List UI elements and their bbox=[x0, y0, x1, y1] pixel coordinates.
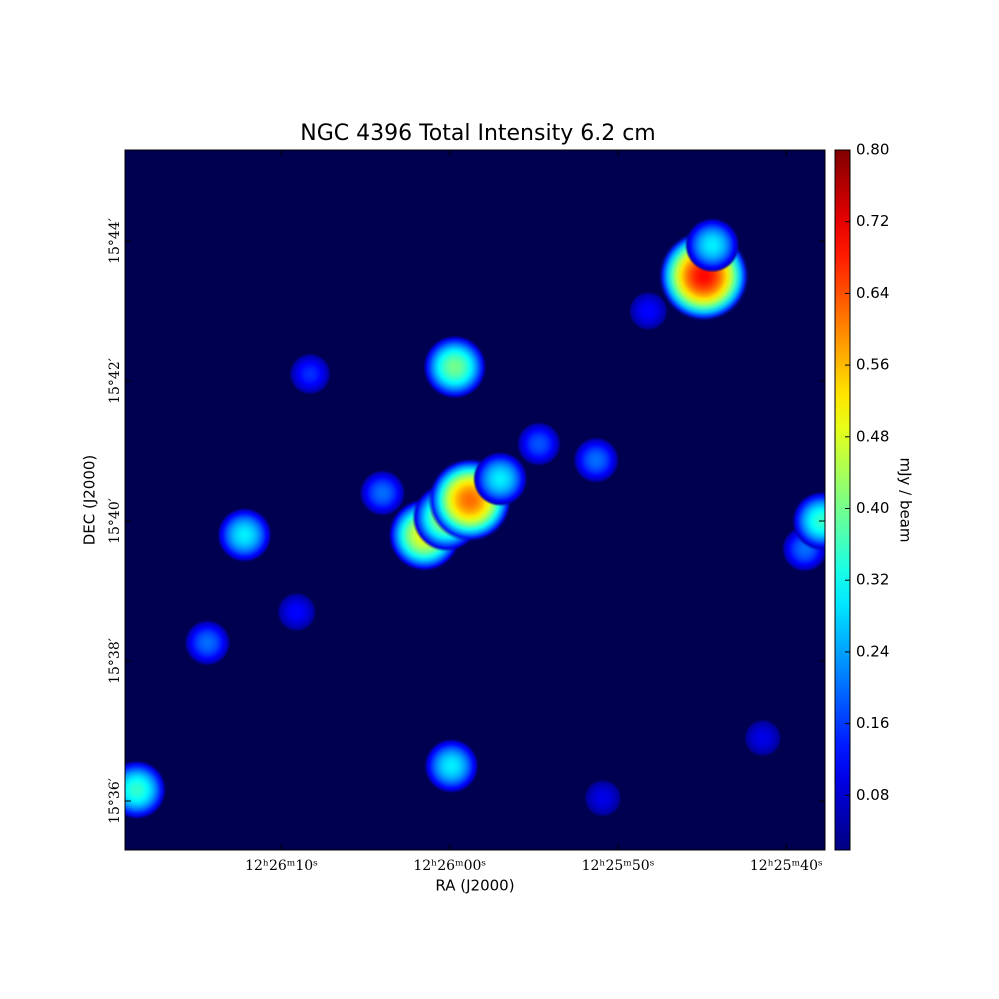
colorbar-label: mJy / beam bbox=[897, 457, 915, 542]
source bbox=[184, 619, 231, 666]
image bbox=[125, 217, 825, 820]
source bbox=[744, 719, 782, 757]
source bbox=[289, 353, 331, 395]
x-tick-label: 12ʰ26ᵐ00ˢ bbox=[413, 858, 486, 874]
x-axis-label: RA (J2000) bbox=[435, 877, 514, 895]
chart-title: NGC 4396 Total Intensity 6.2 cm bbox=[300, 121, 655, 146]
source bbox=[791, 491, 825, 551]
x-tick-label: 12ʰ25ᵐ50ˢ bbox=[582, 858, 655, 874]
plot-frame bbox=[124, 149, 826, 851]
source bbox=[422, 335, 487, 399]
colorbar-tick-label: 0.56 bbox=[856, 356, 889, 374]
colorbar bbox=[834, 149, 851, 851]
x-tick-label: 12ʰ26ᵐ10ˢ bbox=[245, 858, 318, 874]
colorbar-tick-label: 0.16 bbox=[856, 714, 889, 732]
colorbar-tick-label: 0.72 bbox=[856, 212, 889, 230]
y-tick-label: 15°40′ bbox=[107, 498, 123, 544]
y-tick-label: 15°36′ bbox=[107, 778, 123, 824]
source bbox=[216, 507, 272, 563]
y-tick-label: 15°44′ bbox=[107, 218, 123, 264]
source bbox=[472, 451, 528, 507]
source bbox=[423, 738, 479, 794]
source bbox=[516, 421, 562, 467]
source bbox=[125, 760, 167, 820]
source bbox=[684, 217, 740, 273]
source bbox=[573, 437, 620, 484]
colorbar-tick-label: 0.40 bbox=[856, 499, 889, 517]
colorbar-tick-label: 0.08 bbox=[856, 786, 889, 804]
x-tick-label: 12ʰ25ᵐ40ˢ bbox=[750, 858, 823, 874]
colorbar-tick-label: 0.24 bbox=[856, 642, 889, 660]
colorbar-tick-label: 0.64 bbox=[856, 284, 889, 302]
colorbar-tick-label: 0.80 bbox=[856, 141, 889, 159]
y-tick-label: 15°38′ bbox=[107, 638, 123, 684]
colorbar-tick-label: 0.32 bbox=[856, 571, 889, 589]
source bbox=[584, 779, 622, 817]
source bbox=[277, 592, 317, 632]
colorbar-tick-label: 0.48 bbox=[856, 427, 889, 445]
source bbox=[628, 291, 668, 331]
source bbox=[359, 470, 406, 516]
y-axis-label: DEC (J2000) bbox=[81, 455, 99, 546]
y-tick-label: 15°42′ bbox=[107, 358, 123, 404]
